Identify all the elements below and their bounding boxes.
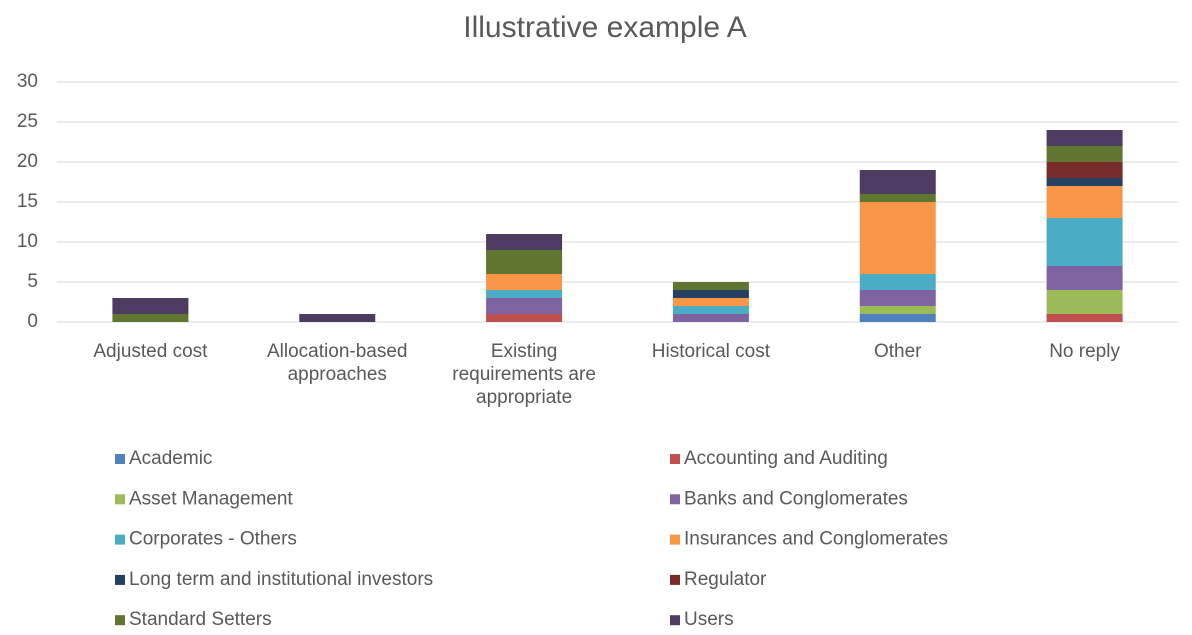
bar-segment	[1046, 266, 1123, 290]
bar-segment	[1046, 290, 1123, 314]
bar-segment	[1046, 162, 1123, 178]
legend-swatch	[670, 615, 680, 626]
legend-swatch	[115, 454, 125, 464]
bar-segment	[859, 170, 936, 194]
legend-label: Regulator	[684, 569, 767, 590]
legend-swatch	[115, 615, 125, 626]
bar-segment	[672, 298, 749, 306]
legend-label: Accounting and Auditing	[684, 448, 888, 469]
bar-segment	[672, 314, 749, 322]
x-tick-label: No reply	[1049, 341, 1120, 362]
legend-label: Banks and Conglomerates	[684, 488, 908, 509]
legend-label: Asset Management	[129, 488, 293, 509]
chart-title: Illustrative example A	[463, 11, 746, 44]
bar-segment	[1046, 178, 1123, 186]
legend-swatch	[670, 454, 680, 464]
legend-label: Insurances and Conglomerates	[684, 529, 948, 550]
legend-label: Corporates - Others	[129, 529, 297, 550]
y-tick-label: 0	[27, 311, 38, 332]
legend-swatch	[670, 574, 680, 585]
x-tick-label: Historical cost	[651, 341, 771, 362]
legend-swatch	[670, 494, 680, 505]
bar-segment	[859, 290, 936, 306]
bar-segment	[486, 234, 563, 250]
y-tick-label: 10	[17, 231, 38, 252]
bar-segment	[112, 298, 189, 314]
y-tick-label: 20	[17, 151, 38, 172]
bar-segment	[859, 274, 936, 290]
legend-swatch	[670, 534, 680, 545]
bar-segment	[1046, 186, 1123, 218]
y-tick-label: 25	[17, 111, 38, 132]
bar-segment	[672, 282, 749, 290]
bar-segment	[859, 306, 936, 314]
y-tick-label: 15	[17, 191, 38, 212]
bar-segment	[859, 194, 936, 202]
x-tick-label: Existing requirements are appropriate	[452, 341, 596, 408]
legend-label: Standard Setters	[129, 609, 272, 630]
bar-segment	[1046, 146, 1123, 162]
bar-segment	[486, 250, 563, 274]
bar-segment	[486, 274, 563, 290]
bar-segment	[486, 298, 563, 314]
bar-segment	[299, 314, 376, 322]
bar-segment	[859, 202, 936, 274]
x-tick-label: Allocation-based approaches	[267, 341, 408, 385]
bar-segment	[859, 314, 936, 322]
legend-label: Academic	[129, 448, 212, 469]
x-tick-label: Adjusted cost	[93, 341, 208, 362]
y-tick-label: 30	[17, 71, 38, 92]
bar-segment	[486, 290, 563, 298]
bar-segment	[1046, 314, 1123, 322]
bar-segment	[1046, 218, 1123, 266]
bar-segment	[672, 306, 749, 314]
x-tick-label: Other	[873, 341, 922, 362]
bar-segment	[486, 314, 563, 322]
legend-swatch	[115, 574, 125, 585]
bar-segment	[672, 290, 749, 298]
bar-segment	[1046, 130, 1123, 146]
legend-swatch	[115, 494, 125, 505]
legend-label: Long term and institutional investors	[129, 569, 433, 590]
legend-swatch	[115, 534, 125, 545]
y-tick-label: 5	[27, 271, 38, 292]
bar-segment	[112, 314, 189, 322]
legend-label: Users	[684, 609, 734, 630]
